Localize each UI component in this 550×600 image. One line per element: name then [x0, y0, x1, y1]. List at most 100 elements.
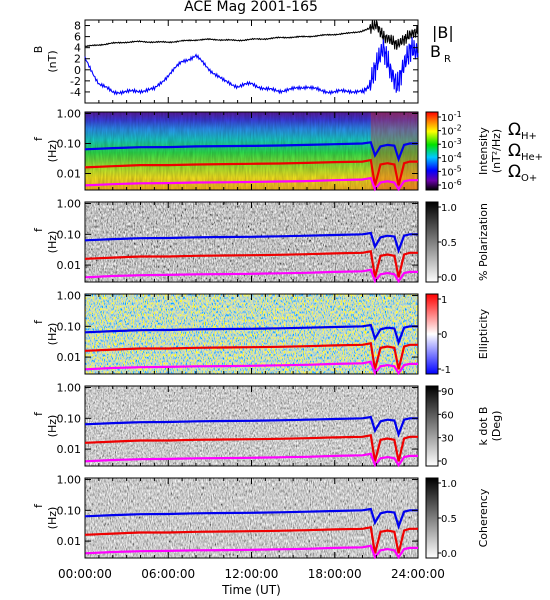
y-tick-label: 0.10	[57, 412, 82, 425]
intensity-colorbar: 10-110-210-310-410-510-6 Intensity (nT²/Hz…	[425, 110, 503, 192]
colorbar-tick-label: 0.0	[441, 549, 457, 560]
omega-O-curve	[84, 176, 418, 192]
y-axis-unit: (Hz)	[46, 415, 59, 438]
colorbar-tick-label: -1	[441, 365, 451, 376]
y-axis-label: f	[32, 227, 45, 232]
k-dot-b-colorbar: 90 60 30 0 k dot B (Deg)	[425, 385, 503, 468]
colorbar-tick-label: 0	[441, 330, 447, 341]
colorbar-tick-label: 30	[441, 434, 454, 445]
omega-O-curve	[84, 544, 418, 560]
legend-omega-h-sub: H+	[521, 131, 537, 142]
k-dot-b-panel: 1.00 0.10 0.01 f(Hz)	[32, 382, 419, 468]
colorbar-tick-label: 1	[441, 295, 447, 306]
x-tick-label: 00:00:00	[58, 567, 112, 581]
y-tick-label: 6	[74, 31, 81, 44]
y-tick-label: 0.01	[57, 443, 82, 456]
b-radial-line	[84, 37, 419, 96]
y-tick-label: 0.10	[57, 228, 82, 241]
colorbar-label: % Polarization	[477, 203, 490, 281]
polarization-panel: 1.00 0.10 0.01 f(Hz)	[32, 198, 419, 284]
legend-omega-h: Ω	[508, 120, 521, 140]
y-tick-label: 0.01	[57, 535, 82, 548]
polarization-colorbar-gradient	[425, 201, 439, 283]
y-axis-unit: (Hz)	[46, 323, 59, 346]
legend-omega-o-sub: O+	[521, 173, 537, 184]
y-axis-label: f	[32, 136, 45, 141]
b-magnitude-line	[84, 20, 419, 50]
x-tick-label: 12:00:00	[225, 567, 279, 581]
y-tick-label: 1.00	[57, 474, 82, 487]
legend-b-radial-sub: R	[444, 54, 451, 65]
polarization-colorbar: 1.0 0.5 0.0 % Polarization	[425, 201, 490, 284]
colorbar-tick-label: 1.0	[441, 479, 457, 490]
colorbar-tick-label: 1.0	[441, 203, 457, 214]
y-tick-label: 4	[74, 42, 81, 55]
colorbar-tick-label: 10-2	[441, 124, 462, 138]
ellipticity-texture	[85, 294, 418, 374]
coherency-colorbar-gradient	[425, 477, 439, 559]
colorbar-tick-label: 0.5	[441, 238, 457, 249]
colorbar-label: Ellipticity	[477, 308, 490, 359]
colorbar-label: k dot B	[477, 407, 490, 446]
polarization-texture	[85, 202, 418, 282]
colorbar-tick-label: 0.5	[441, 514, 457, 525]
y-tick-label: 1.00	[57, 290, 82, 303]
colorbar-label: Intensity	[477, 127, 490, 175]
colorbar-tick-label: 10-4	[441, 151, 462, 165]
y-axis-unit: (Hz)	[46, 140, 59, 163]
colorbar-tick-label: 0	[441, 457, 447, 468]
y-tick-label: 0.10	[57, 504, 82, 517]
omega-He-curve	[84, 158, 418, 186]
omega-He-curve	[84, 342, 418, 370]
k-dot-b-texture	[85, 386, 418, 466]
x-axis-label: Time (UT)	[221, 583, 281, 597]
omega-H-curve	[84, 507, 418, 530]
y-axis-label: B	[32, 46, 45, 54]
ellipticity-colorbar: 1 0 -1 Ellipticity	[425, 293, 490, 376]
omega-O-curve	[84, 268, 418, 284]
y-tick-label: 0.01	[57, 168, 82, 181]
y-tick-label: 1.00	[57, 198, 82, 211]
y-tick-label: 0.01	[57, 351, 82, 364]
y-tick-label: 0.10	[57, 320, 82, 333]
omega-O-curve	[84, 360, 418, 376]
x-tick-label: 24:00:00	[391, 567, 445, 581]
y-tick-label: 0.10	[57, 138, 82, 151]
omega-He-curve	[84, 526, 418, 554]
y-tick-label: 8	[74, 20, 81, 33]
colorbar-tick-label: 60	[441, 410, 454, 421]
k-dot-b-colorbar-gradient	[425, 385, 439, 467]
legend-b-radial: B	[430, 42, 441, 61]
legend-omega-o: Ω	[508, 162, 521, 182]
legend-b-magnitude: |B|	[432, 23, 454, 42]
omega-H-curve	[84, 323, 418, 346]
y-tick-label: 2	[74, 53, 81, 66]
y-tick-label: 1.00	[57, 108, 82, 121]
x-tick-label: 18:00:00	[308, 567, 362, 581]
omega-H-curve	[84, 141, 418, 163]
y-tick-label: -4	[70, 86, 81, 99]
intensity-colorbar-gradient	[425, 111, 439, 191]
y-tick-label: 0	[74, 64, 81, 77]
coherency-texture	[85, 478, 418, 558]
coherency-colorbar: 1.0 0.5 0.0 Coherency	[425, 477, 490, 560]
colorbar-tick-label: 10-1	[441, 110, 462, 124]
y-tick-label: -2	[70, 75, 81, 88]
intensity-texture	[85, 112, 418, 190]
colorbar-tick-label: 10-3	[441, 137, 462, 151]
omega-H-curve	[84, 231, 418, 254]
omega-He-curve	[84, 434, 418, 462]
colorbar-label: Coherency	[477, 488, 490, 547]
y-axis-unit: (Hz)	[46, 231, 59, 254]
colorbar-tick-label: 90	[441, 387, 454, 398]
ellipticity-colorbar-gradient	[425, 293, 439, 375]
y-tick-label: 1.00	[57, 382, 82, 395]
y-axis-label: f	[32, 411, 45, 416]
omega-O-curve	[84, 452, 418, 468]
y-axis-unit: (Hz)	[46, 507, 59, 530]
colorbar-tick-label: 10-5	[441, 164, 462, 178]
y-axis-label: f	[32, 319, 45, 324]
colorbar-unit: (Deg)	[490, 411, 503, 442]
